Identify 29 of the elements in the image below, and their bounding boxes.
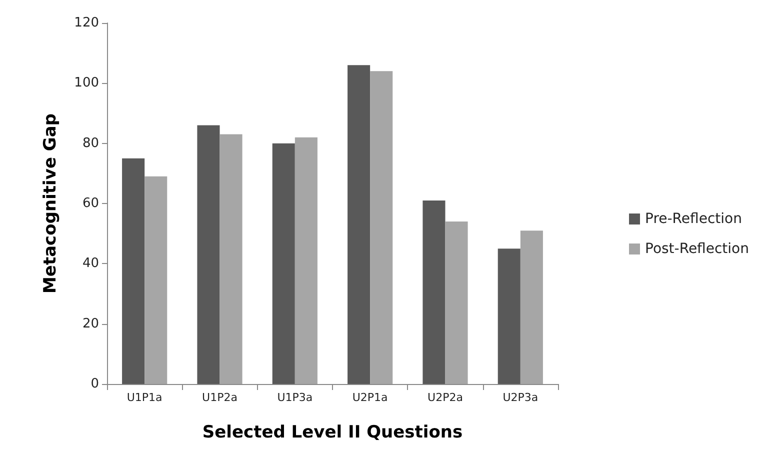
- bar: [272, 143, 295, 384]
- x-tick-label: U2P2a: [428, 391, 463, 404]
- bar: [122, 158, 145, 384]
- x-axis-title: Selected Level II Questions: [202, 422, 463, 442]
- bar: [445, 222, 468, 384]
- bar: [370, 71, 393, 384]
- y-axis-title: Metacognitive Gap: [40, 114, 60, 294]
- bar: [348, 65, 370, 384]
- bar: [144, 176, 168, 384]
- bar: [197, 125, 220, 384]
- y-tick-label: 60: [82, 196, 99, 211]
- y-tick-label: 120: [74, 16, 99, 30]
- bar: [422, 200, 446, 384]
- y-tick-label: 80: [82, 136, 99, 151]
- x-tick-label: U1P3a: [277, 391, 313, 404]
- y-tick-label: 100: [74, 76, 99, 91]
- bar: [498, 248, 520, 384]
- legend-label: Post-Reflection: [645, 241, 750, 257]
- x-tick-label: U1P1a: [126, 391, 162, 404]
- y-tick-label: 0: [90, 376, 99, 392]
- bar: [520, 230, 543, 384]
- y-tick-label: 20: [82, 316, 99, 332]
- bar: [220, 134, 242, 384]
- x-tick-label: U2P3a: [502, 391, 538, 404]
- legend-label: Pre-Reflection: [645, 211, 742, 227]
- x-tick-label: U1P2a: [202, 391, 238, 404]
- y-tick-label: 40: [82, 256, 99, 272]
- bar: [294, 137, 318, 384]
- x-tick-label: U2P1a: [352, 391, 388, 404]
